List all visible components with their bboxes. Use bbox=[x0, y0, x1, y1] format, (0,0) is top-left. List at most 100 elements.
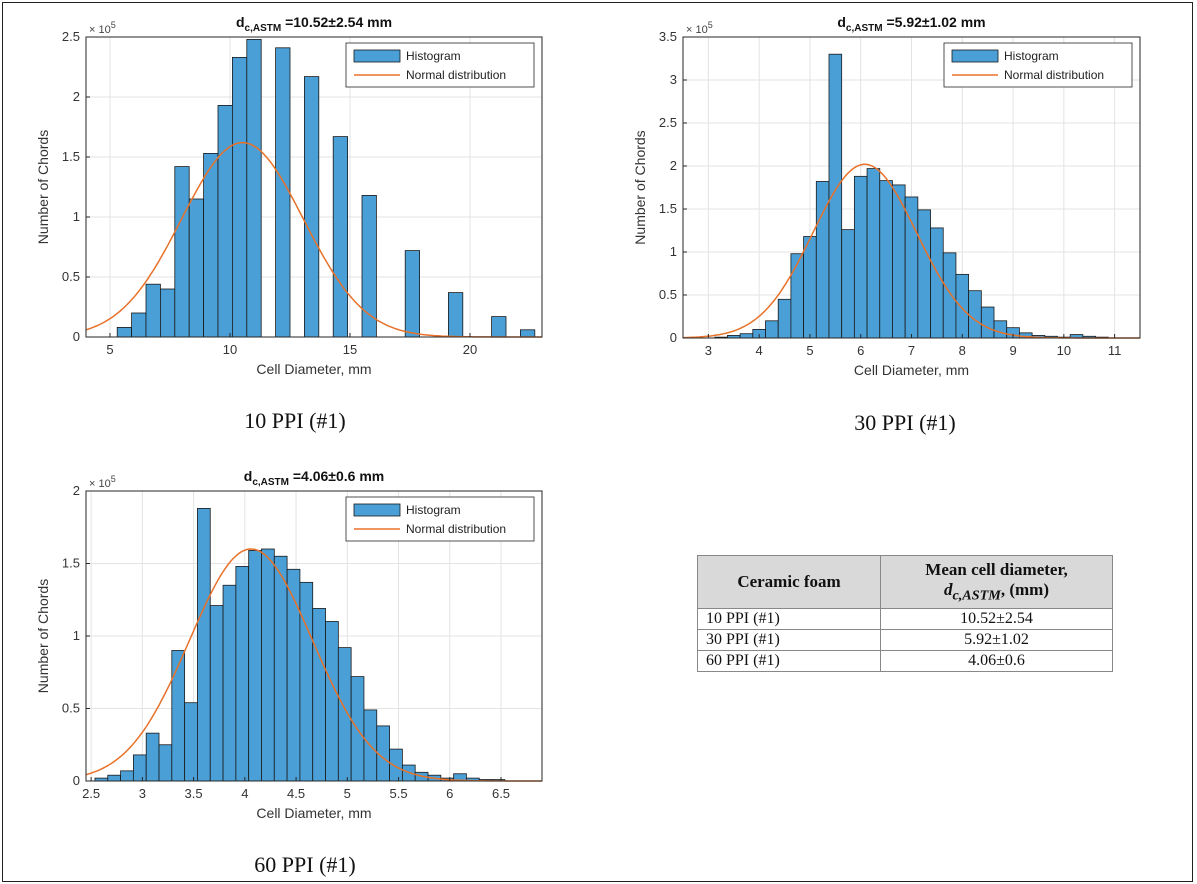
histogram-bar bbox=[184, 702, 198, 782]
foam-cell: 10 PPI (#1) bbox=[697, 608, 881, 631]
x-tick-label: 6 bbox=[857, 343, 864, 358]
x-tick-label: 7 bbox=[908, 343, 915, 358]
y-tick-label: 0.5 bbox=[659, 287, 677, 302]
y-tick-label: 1.5 bbox=[62, 149, 80, 164]
diameter-cell: 5.92±1.02 bbox=[880, 629, 1113, 652]
y-tick-label: 3 bbox=[670, 72, 677, 87]
chart-title: dc,ASTM =4.06±0.6 mm bbox=[244, 468, 384, 488]
histogram-bar bbox=[248, 550, 262, 782]
y-tick-label: 0.5 bbox=[62, 701, 80, 716]
x-tick-label: 5 bbox=[806, 343, 813, 358]
legend-swatch-histogram bbox=[353, 503, 401, 517]
y-tick-label: 0 bbox=[73, 773, 80, 788]
y-tick-label: 1 bbox=[73, 209, 80, 224]
y-exponent-label: × 105 bbox=[89, 20, 116, 36]
normal-distribution-curve bbox=[85, 548, 542, 782]
histogram-bar bbox=[158, 744, 173, 782]
y-tick-label: 2.5 bbox=[659, 115, 677, 130]
x-tick-label: 4 bbox=[756, 343, 763, 358]
table-row: 10 PPI (#1) 10.52±2.54 bbox=[697, 608, 1113, 631]
y-exponent-label: × 105 bbox=[686, 20, 713, 36]
histogram-bar bbox=[312, 608, 326, 782]
legend-box bbox=[943, 42, 1133, 88]
x-tick-label: 5.5 bbox=[390, 786, 408, 801]
legend-label-histogram: Histogram bbox=[406, 49, 461, 63]
legend-label-normal: Normal distribution bbox=[1004, 68, 1104, 82]
x-tick-label: 8 bbox=[959, 343, 966, 358]
legend-label-normal: Normal distribution bbox=[406, 522, 506, 536]
y-tick-label: 1 bbox=[670, 244, 677, 259]
histogram-bar bbox=[273, 555, 288, 782]
mean-diameter-table: Ceramic foam Mean cell diameter, dc,ASTM… bbox=[697, 554, 1113, 673]
x-tick-label: 10 bbox=[1057, 343, 1071, 358]
legend-swatch-histogram bbox=[353, 49, 401, 63]
table-row: 30 PPI (#1) 5.92±1.02 bbox=[697, 629, 1113, 652]
header-mean-diameter: Mean cell diameter, dc,ASTM, (mm) bbox=[880, 554, 1113, 610]
x-tick-label: 5 bbox=[344, 786, 351, 801]
foam-cell: 60 PPI (#1) bbox=[697, 650, 881, 673]
histogram-bar bbox=[197, 507, 211, 782]
histogram-bar bbox=[209, 605, 224, 782]
histogram-bar bbox=[107, 774, 121, 782]
histogram-bar bbox=[171, 650, 186, 782]
diameter-cell: 4.06±0.6 bbox=[880, 650, 1113, 673]
caption-60ppi: 60 PPI (#1) bbox=[254, 852, 356, 877]
y-exponent-label: × 105 bbox=[89, 474, 116, 490]
x-axis-label: Cell Diameter, mm bbox=[854, 362, 969, 378]
legend-label-normal: Normal distribution bbox=[406, 68, 506, 82]
histogram-bar bbox=[286, 568, 301, 782]
x-tick-label: 6.5 bbox=[492, 786, 510, 801]
table-row: 60 PPI (#1) 4.06±0.6 bbox=[697, 650, 1113, 673]
x-tick-label: 6 bbox=[446, 786, 453, 801]
legend-label-histogram: Histogram bbox=[1004, 49, 1059, 63]
x-tick-label: 9 bbox=[1009, 343, 1016, 358]
y-tick-label: 2 bbox=[670, 158, 677, 173]
y-axis-label: Number of Chords bbox=[35, 130, 51, 244]
x-tick-label: 3 bbox=[705, 343, 712, 358]
caption-10ppi: 10 PPI (#1) bbox=[244, 408, 346, 433]
x-axis-label: Cell Diameter, mm bbox=[256, 805, 371, 821]
x-tick-label: 4.5 bbox=[287, 786, 305, 801]
x-axis-label: Cell Diameter, mm bbox=[256, 361, 371, 377]
x-tick-label: 10 bbox=[223, 342, 237, 357]
x-tick-label: 4 bbox=[241, 786, 248, 801]
histogram-bar bbox=[145, 732, 160, 782]
caption-30ppi: 30 PPI (#1) bbox=[854, 410, 956, 435]
y-tick-label: 2 bbox=[73, 483, 80, 498]
histogram-bar bbox=[132, 754, 147, 782]
legend-swatch-histogram bbox=[951, 49, 999, 63]
y-tick-label: 1 bbox=[73, 628, 80, 643]
y-tick-label: 2 bbox=[73, 89, 80, 104]
histogram-bar bbox=[261, 548, 275, 782]
y-tick-label: 3.5 bbox=[659, 29, 677, 44]
histogram-bar bbox=[337, 647, 352, 782]
histogram-bar bbox=[325, 621, 339, 782]
histogram-bar bbox=[235, 566, 250, 782]
legend-label-histogram: Histogram bbox=[406, 503, 461, 517]
y-tick-label: 2.5 bbox=[62, 29, 80, 44]
y-axis-label: Number of Chords bbox=[35, 579, 51, 693]
histogram-bar bbox=[389, 748, 403, 782]
y-tick-label: 1.5 bbox=[659, 201, 677, 216]
histogram-bar bbox=[222, 584, 237, 782]
y-tick-label: 0.5 bbox=[62, 269, 80, 284]
x-tick-label: 2.5 bbox=[82, 786, 100, 801]
y-tick-label: 1.5 bbox=[62, 556, 80, 571]
histogram-bar bbox=[120, 770, 134, 782]
chart-title: dc,ASTM =5.92±1.02 mm bbox=[837, 14, 985, 34]
x-tick-label: 5 bbox=[106, 342, 113, 357]
axes-box bbox=[85, 36, 543, 338]
y-axis-label: Number of Chords bbox=[632, 130, 648, 244]
y-tick-label: 0 bbox=[73, 329, 80, 344]
x-tick-label: 11 bbox=[1108, 343, 1122, 358]
table-header-row: Ceramic foam Mean cell diameter, dc,ASTM… bbox=[697, 554, 1113, 610]
foam-cell: 30 PPI (#1) bbox=[697, 629, 881, 652]
diameter-cell: 10.52±2.54 bbox=[880, 608, 1113, 631]
x-tick-label: 15 bbox=[343, 342, 357, 357]
x-tick-label: 20 bbox=[463, 342, 477, 357]
y-tick-label: 0 bbox=[670, 330, 677, 345]
chart-title: dc,ASTM =10.52±2.54 mm bbox=[236, 14, 392, 34]
